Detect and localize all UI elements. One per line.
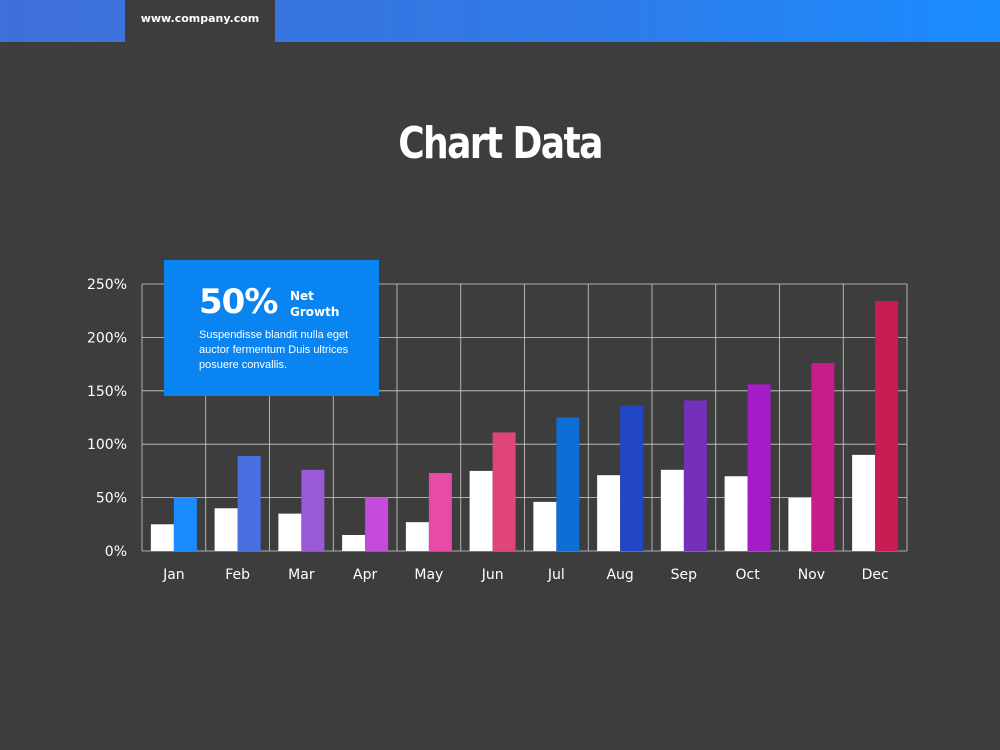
y-tick-label: 250% (87, 277, 127, 293)
bar-series2-mar (301, 469, 325, 551)
y-tick-label: 0% (105, 544, 127, 560)
bar-series2-dec (875, 301, 899, 551)
x-tick-label: May (414, 567, 443, 583)
bar-series2-aug (620, 405, 644, 551)
bar-series2-oct (747, 384, 771, 551)
y-tick-label: 100% (87, 437, 127, 453)
x-tick-label: Dec (862, 567, 889, 583)
x-tick-label: Jun (481, 567, 504, 583)
bar-series1-mar (278, 513, 302, 551)
bar-series2-feb (237, 455, 261, 551)
bar-series1-nov (788, 497, 812, 551)
bar-series2-may (428, 473, 452, 551)
bar-series1-apr (342, 534, 366, 551)
x-tick-label: Sep (671, 567, 698, 583)
company-url: www.company.com (125, 0, 275, 42)
bar-series2-jul (556, 417, 580, 551)
net-growth-callout: 50% Net Growth Suspendisse blandit nulla… (164, 260, 379, 396)
bar-series2-jan (173, 497, 197, 551)
x-tick-label: Mar (288, 567, 315, 583)
bar-series1-oct (724, 476, 748, 551)
x-tick-label: Feb (225, 567, 250, 583)
bar-series2-jun (492, 432, 516, 551)
callout-value: 50% (199, 282, 278, 322)
bar-series1-dec (852, 454, 876, 551)
x-tick-label: Nov (798, 567, 825, 583)
bar-series1-jun (469, 470, 493, 551)
x-tick-label: Jan (162, 567, 185, 583)
bar-series1-feb (214, 508, 238, 551)
page-title: Chart Data (398, 118, 603, 169)
bar-series2-sep (683, 400, 707, 551)
x-tick-label: Aug (606, 567, 633, 583)
bar-series1-jul (533, 501, 557, 551)
bar-series1-may (405, 522, 429, 551)
bar-series1-jan (150, 524, 174, 551)
x-tick-label: Oct (736, 567, 761, 583)
bar-series2-nov (811, 363, 835, 551)
y-tick-label: 150% (87, 384, 127, 400)
x-tick-label: Jul (547, 567, 565, 583)
bar-series1-sep (660, 469, 684, 551)
callout-description: Suspendisse blandit nulla eget auctor fe… (199, 329, 349, 371)
bar-series2-apr (365, 497, 389, 551)
y-tick-label: 200% (87, 330, 127, 346)
bar-series1-aug (597, 475, 621, 551)
x-tick-label: Apr (353, 567, 377, 583)
callout-label: Net Growth (290, 289, 340, 319)
y-tick-label: 50% (96, 491, 127, 507)
